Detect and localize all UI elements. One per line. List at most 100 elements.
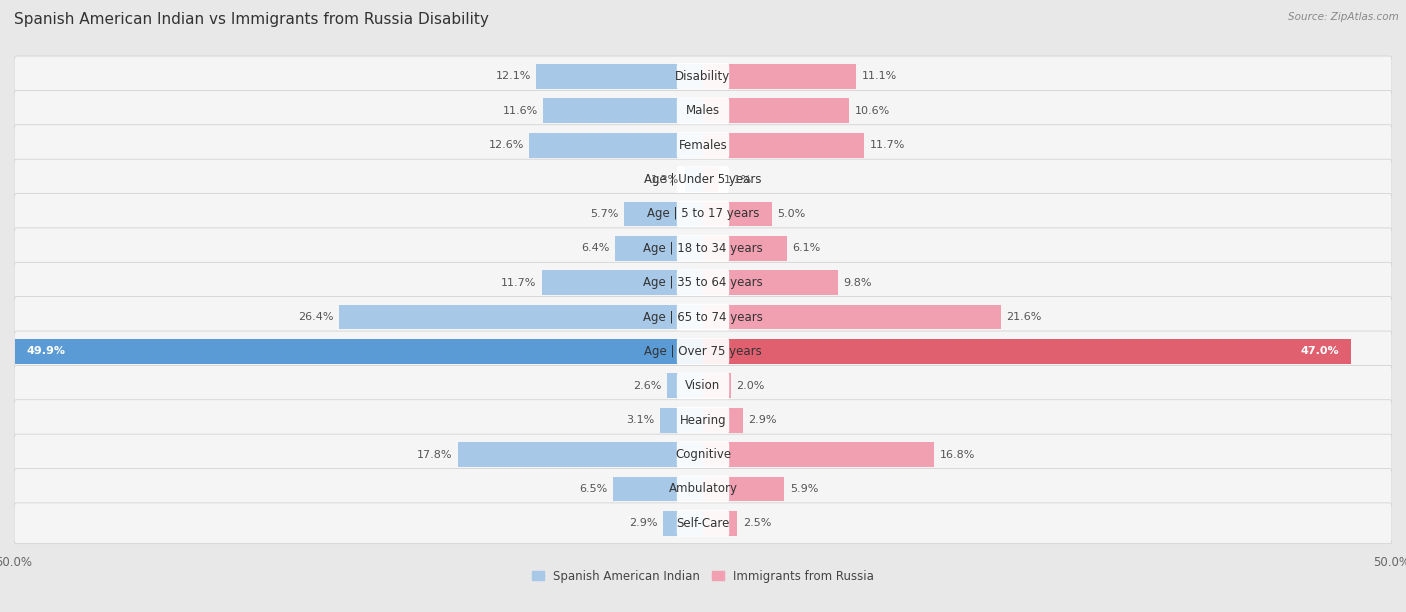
Text: Age | Under 5 years: Age | Under 5 years <box>644 173 762 186</box>
Text: 2.9%: 2.9% <box>628 518 658 528</box>
Bar <box>703 167 718 192</box>
Bar <box>703 305 1001 329</box>
Bar <box>703 99 849 123</box>
FancyBboxPatch shape <box>676 510 730 537</box>
Bar <box>664 511 703 536</box>
Text: 49.9%: 49.9% <box>27 346 66 356</box>
Text: 21.6%: 21.6% <box>1007 312 1042 322</box>
Text: Females: Females <box>679 139 727 152</box>
Text: 11.7%: 11.7% <box>501 278 536 288</box>
FancyBboxPatch shape <box>676 235 730 262</box>
Text: Ambulatory: Ambulatory <box>668 482 738 496</box>
FancyBboxPatch shape <box>676 132 730 159</box>
FancyBboxPatch shape <box>14 297 1392 337</box>
Bar <box>613 477 703 501</box>
Text: 1.3%: 1.3% <box>651 174 679 185</box>
Text: Hearing: Hearing <box>679 414 727 427</box>
FancyBboxPatch shape <box>14 331 1392 372</box>
Text: 6.5%: 6.5% <box>579 484 607 494</box>
Bar <box>624 201 703 226</box>
FancyBboxPatch shape <box>14 193 1392 234</box>
Text: 2.9%: 2.9% <box>748 415 778 425</box>
FancyBboxPatch shape <box>676 304 730 330</box>
FancyBboxPatch shape <box>14 91 1392 131</box>
Text: 2.5%: 2.5% <box>742 518 772 528</box>
Text: 10.6%: 10.6% <box>855 106 890 116</box>
Text: 12.6%: 12.6% <box>488 140 524 150</box>
Text: Age | Over 75 years: Age | Over 75 years <box>644 345 762 358</box>
Bar <box>668 373 703 398</box>
Text: Age | 18 to 34 years: Age | 18 to 34 years <box>643 242 763 255</box>
FancyBboxPatch shape <box>676 476 730 502</box>
FancyBboxPatch shape <box>14 56 1392 97</box>
Bar <box>703 442 935 467</box>
FancyBboxPatch shape <box>676 269 730 296</box>
Text: 5.9%: 5.9% <box>790 484 818 494</box>
Bar <box>703 201 772 226</box>
FancyBboxPatch shape <box>14 125 1392 166</box>
Bar <box>703 133 865 157</box>
Text: 11.7%: 11.7% <box>870 140 905 150</box>
Bar <box>530 133 703 157</box>
Text: 26.4%: 26.4% <box>298 312 333 322</box>
Bar <box>614 236 703 261</box>
FancyBboxPatch shape <box>676 441 730 468</box>
Bar <box>15 339 703 364</box>
FancyBboxPatch shape <box>676 201 730 227</box>
FancyBboxPatch shape <box>14 159 1392 200</box>
Text: 5.7%: 5.7% <box>591 209 619 219</box>
Text: Age | 35 to 64 years: Age | 35 to 64 years <box>643 276 763 289</box>
Text: 9.8%: 9.8% <box>844 278 872 288</box>
Bar <box>541 271 703 295</box>
Text: Self-Care: Self-Care <box>676 517 730 530</box>
Text: 5.0%: 5.0% <box>778 209 806 219</box>
Text: 17.8%: 17.8% <box>416 450 453 460</box>
FancyBboxPatch shape <box>676 97 730 124</box>
Text: Spanish American Indian vs Immigrants from Russia Disability: Spanish American Indian vs Immigrants fr… <box>14 12 489 28</box>
Text: 12.1%: 12.1% <box>495 72 531 81</box>
Text: Age | 65 to 74 years: Age | 65 to 74 years <box>643 310 763 324</box>
Bar <box>543 99 703 123</box>
Legend: Spanish American Indian, Immigrants from Russia: Spanish American Indian, Immigrants from… <box>527 565 879 588</box>
Text: 6.4%: 6.4% <box>581 244 609 253</box>
Bar <box>339 305 703 329</box>
FancyBboxPatch shape <box>676 166 730 193</box>
FancyBboxPatch shape <box>676 373 730 399</box>
Text: Cognitive: Cognitive <box>675 448 731 461</box>
Bar <box>703 511 738 536</box>
Text: Males: Males <box>686 104 720 118</box>
FancyBboxPatch shape <box>676 407 730 433</box>
FancyBboxPatch shape <box>676 338 730 365</box>
Bar <box>703 64 856 89</box>
Bar <box>703 477 785 501</box>
Text: 47.0%: 47.0% <box>1301 346 1340 356</box>
FancyBboxPatch shape <box>14 228 1392 269</box>
Text: 2.0%: 2.0% <box>737 381 765 391</box>
Bar <box>536 64 703 89</box>
FancyBboxPatch shape <box>14 469 1392 509</box>
Text: 6.1%: 6.1% <box>793 244 821 253</box>
FancyBboxPatch shape <box>14 400 1392 441</box>
Bar <box>703 339 1351 364</box>
Bar <box>685 167 703 192</box>
FancyBboxPatch shape <box>14 365 1392 406</box>
Bar <box>703 408 742 433</box>
FancyBboxPatch shape <box>676 63 730 90</box>
Bar <box>703 236 787 261</box>
Text: Disability: Disability <box>675 70 731 83</box>
Text: 2.6%: 2.6% <box>633 381 662 391</box>
Text: Age | 5 to 17 years: Age | 5 to 17 years <box>647 207 759 220</box>
Text: 3.1%: 3.1% <box>627 415 655 425</box>
FancyBboxPatch shape <box>14 503 1392 543</box>
Text: Source: ZipAtlas.com: Source: ZipAtlas.com <box>1288 12 1399 22</box>
Bar <box>703 373 731 398</box>
FancyBboxPatch shape <box>14 263 1392 303</box>
Text: 11.1%: 11.1% <box>862 72 897 81</box>
FancyBboxPatch shape <box>14 434 1392 475</box>
Text: 1.1%: 1.1% <box>724 174 752 185</box>
Text: Vision: Vision <box>685 379 721 392</box>
Bar <box>458 442 703 467</box>
Text: 16.8%: 16.8% <box>941 450 976 460</box>
Text: 11.6%: 11.6% <box>502 106 537 116</box>
Bar <box>661 408 703 433</box>
